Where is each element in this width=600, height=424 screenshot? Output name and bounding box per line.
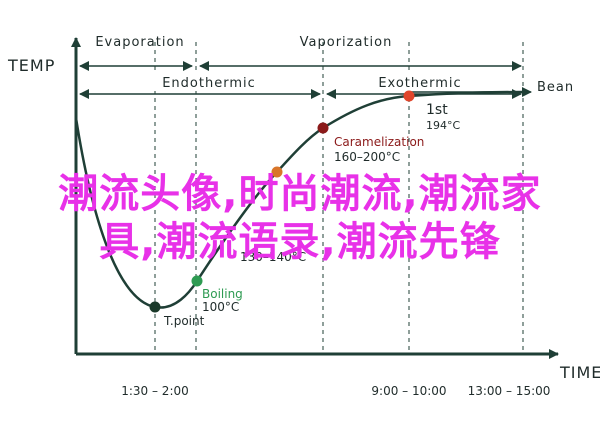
exothermic-label: Exothermic [378,76,461,91]
point-boiling-name: Boiling [202,287,243,301]
y-axis-title: TEMP [7,56,55,75]
x-tick-label: 9:00 – 10:00 [371,384,446,398]
x-tick-label: 13:00 – 15:00 [468,384,551,398]
point-first-crack [403,90,415,102]
point-t-point [149,301,161,313]
point-caramelization-name: Caramelization [334,135,424,149]
evaporation-label: Evaporation [95,35,184,50]
vaporization-label: Vaporization [300,35,393,50]
point-first-crack-name: 1st [426,102,448,118]
point-boiling-temp: 100°C [202,300,239,314]
endothermic-label: Endothermic [162,76,256,91]
x-axis-title: TIME [559,363,600,382]
point-first-crack-temp: 194°C [426,119,460,132]
point-t-point-name: T.point [163,314,205,328]
point-third-crack-range [271,166,283,178]
point-boiling [191,275,203,287]
point-third-temp: 130–140°C [240,250,306,264]
point-caramelization-temp: 160–200°C [334,150,400,164]
bean-label: Bean [537,80,574,95]
x-tick-label: 1:30 – 2:00 [121,384,189,398]
point-caramelization [317,122,329,134]
